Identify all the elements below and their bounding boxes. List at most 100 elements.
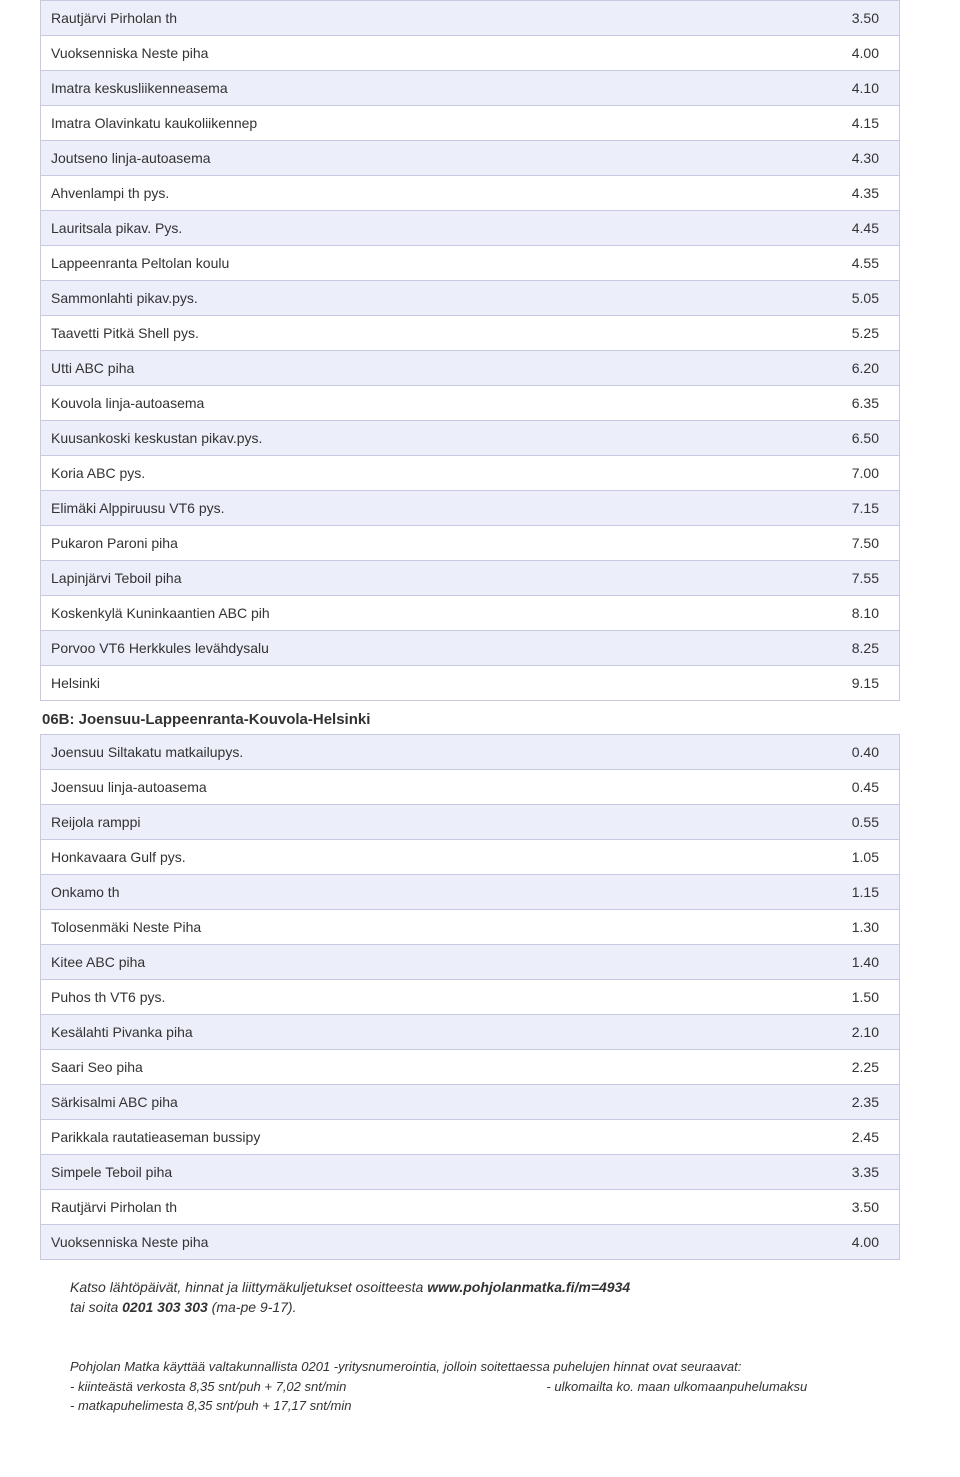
stop-time: 2.45 <box>756 1120 899 1155</box>
stop-name: Parikkala rautatieaseman bussipy <box>41 1120 756 1155</box>
stop-time: 0.40 <box>756 735 899 770</box>
legal-bullet-right: - ulkomailta ko. maan ulkomaanpuhelumaks… <box>546 1377 807 1397</box>
stop-name: Honkavaara Gulf pys. <box>41 840 756 875</box>
stop-name: Pukaron Paroni piha <box>41 526 756 561</box>
stop-name: Onkamo th <box>41 875 756 910</box>
table-row: Imatra Olavinkatu kaukoliikennep4.15 <box>41 106 899 141</box>
stop-name: Porvoo VT6 Herkkules levähdysalu <box>41 631 756 666</box>
section-heading: 06B: Joensuu-Lappeenranta-Kouvola-Helsin… <box>40 711 920 728</box>
stop-time: 4.55 <box>756 246 899 281</box>
stop-time: 7.15 <box>756 491 899 526</box>
table-row: Tolosenmäki Neste Piha1.30 <box>41 910 899 945</box>
stop-name: Kuusankoski keskustan pikav.pys. <box>41 421 756 456</box>
table-row: Vuoksenniska Neste piha4.00 <box>41 1225 899 1259</box>
stop-name: Sammonlahti pikav.pys. <box>41 281 756 316</box>
stop-time: 4.00 <box>756 1225 899 1259</box>
stop-time: 1.30 <box>756 910 899 945</box>
stop-time: 1.15 <box>756 875 899 910</box>
stop-name: Koria ABC pys. <box>41 456 756 491</box>
stop-name: Lauritsala pikav. Pys. <box>41 211 756 246</box>
table-row: Vuoksenniska Neste piha4.00 <box>41 36 899 71</box>
stop-name: Särkisalmi ABC piha <box>41 1085 756 1120</box>
table-row: Utti ABC piha6.20 <box>41 351 899 386</box>
stop-time: 3.50 <box>756 1 899 36</box>
stop-name: Reijola ramppi <box>41 805 756 840</box>
stop-time: 2.35 <box>756 1085 899 1120</box>
stop-time: 1.50 <box>756 980 899 1015</box>
table-row: Rautjärvi Pirholan th3.50 <box>41 1 899 36</box>
stop-name: Koskenkylä Kuninkaantien ABC pih <box>41 596 756 631</box>
stop-time: 6.20 <box>756 351 899 386</box>
stop-time: 2.25 <box>756 1050 899 1085</box>
stop-name: Kesälahti Pivanka piha <box>41 1015 756 1050</box>
stop-name: Tolosenmäki Neste Piha <box>41 910 756 945</box>
stop-name: Joensuu linja-autoasema <box>41 770 756 805</box>
table-row: Helsinki9.15 <box>41 666 899 700</box>
stop-name: Lapinjärvi Teboil piha <box>41 561 756 596</box>
table-row: Joensuu Siltakatu matkailupys.0.40 <box>41 735 899 770</box>
stop-name: Kouvola linja-autoasema <box>41 386 756 421</box>
stop-time: 1.05 <box>756 840 899 875</box>
stop-time: 4.45 <box>756 211 899 246</box>
stop-name: Joutseno linja-autoasema <box>41 141 756 176</box>
table-row: Kitee ABC piha1.40 <box>41 945 899 980</box>
table-row: Saari Seo piha2.25 <box>41 1050 899 1085</box>
stop-time: 7.00 <box>756 456 899 491</box>
route-table-2: Joensuu Siltakatu matkailupys.0.40Joensu… <box>40 734 900 1260</box>
table-row: Pukaron Paroni piha7.50 <box>41 526 899 561</box>
table-row: Koria ABC pys.7.00 <box>41 456 899 491</box>
table-row: Joutseno linja-autoasema4.30 <box>41 141 899 176</box>
table-row: Simpele Teboil piha3.35 <box>41 1155 899 1190</box>
table-row: Kouvola linja-autoasema6.35 <box>41 386 899 421</box>
stop-name: Elimäki Alppiruusu VT6 pys. <box>41 491 756 526</box>
stop-name: Imatra Olavinkatu kaukoliikennep <box>41 106 756 141</box>
table-row: Reijola ramppi0.55 <box>41 805 899 840</box>
table-row: Lappeenranta Peltolan koulu4.55 <box>41 246 899 281</box>
note-line2-prefix: tai soita <box>70 1299 122 1315</box>
stop-time: 5.05 <box>756 281 899 316</box>
note-line1-link: www.pohjolanmatka.fi/m=4934 <box>427 1279 630 1295</box>
table-row: Koskenkylä Kuninkaantien ABC pih8.10 <box>41 596 899 631</box>
table-row: Ahvenlampi th pys.4.35 <box>41 176 899 211</box>
stop-name: Saari Seo piha <box>41 1050 756 1085</box>
table-row: Lapinjärvi Teboil piha7.55 <box>41 561 899 596</box>
table-row: Taavetti Pitkä Shell pys.5.25 <box>41 316 899 351</box>
table-row: Joensuu linja-autoasema0.45 <box>41 770 899 805</box>
stop-name: Vuoksenniska Neste piha <box>41 1225 756 1259</box>
stop-time: 6.35 <box>756 386 899 421</box>
stop-time: 3.35 <box>756 1155 899 1190</box>
table-row: Kuusankoski keskustan pikav.pys.6.50 <box>41 421 899 456</box>
stop-name: Taavetti Pitkä Shell pys. <box>41 316 756 351</box>
stop-time: 6.50 <box>756 421 899 456</box>
note-line1-prefix: Katso lähtöpäivät, hinnat ja liittymäkul… <box>70 1279 427 1295</box>
legal-block: Pohjolan Matka käyttää valtakunnallista … <box>70 1357 920 1416</box>
stop-time: 2.10 <box>756 1015 899 1050</box>
table-row: Rautjärvi Pirholan th3.50 <box>41 1190 899 1225</box>
note-line2-suffix: (ma-pe 9-17). <box>212 1299 297 1315</box>
table-row: Honkavaara Gulf pys.1.05 <box>41 840 899 875</box>
stop-time: 5.25 <box>756 316 899 351</box>
table-row: Porvoo VT6 Herkkules levähdysalu8.25 <box>41 631 899 666</box>
note-line2-phone: 0201 303 303 <box>122 1299 208 1315</box>
legal-intro: Pohjolan Matka käyttää valtakunnallista … <box>70 1357 920 1377</box>
stop-name: Lappeenranta Peltolan koulu <box>41 246 756 281</box>
stop-time: 4.35 <box>756 176 899 211</box>
legal-bullet1: - kiinteästä verkosta 8,35 snt/puh + 7,0… <box>70 1377 346 1397</box>
table-row: Särkisalmi ABC piha2.35 <box>41 1085 899 1120</box>
note-block: Katso lähtöpäivät, hinnat ja liittymäkul… <box>70 1278 920 1317</box>
stop-time: 9.15 <box>756 666 899 700</box>
stop-time: 0.55 <box>756 805 899 840</box>
table-row: Puhos th VT6 pys.1.50 <box>41 980 899 1015</box>
stop-time: 0.45 <box>756 770 899 805</box>
stop-time: 4.10 <box>756 71 899 106</box>
table-row: Imatra keskusliikenneasema4.10 <box>41 71 899 106</box>
stop-time: 4.15 <box>756 106 899 141</box>
stop-name: Vuoksenniska Neste piha <box>41 36 756 71</box>
table-row: Parikkala rautatieaseman bussipy2.45 <box>41 1120 899 1155</box>
stop-time: 1.40 <box>756 945 899 980</box>
route-table-1: Rautjärvi Pirholan th3.50Vuoksenniska Ne… <box>40 0 900 701</box>
stop-name: Rautjärvi Pirholan th <box>41 1190 756 1225</box>
stop-time: 7.55 <box>756 561 899 596</box>
table-row: Sammonlahti pikav.pys.5.05 <box>41 281 899 316</box>
stop-name: Utti ABC piha <box>41 351 756 386</box>
